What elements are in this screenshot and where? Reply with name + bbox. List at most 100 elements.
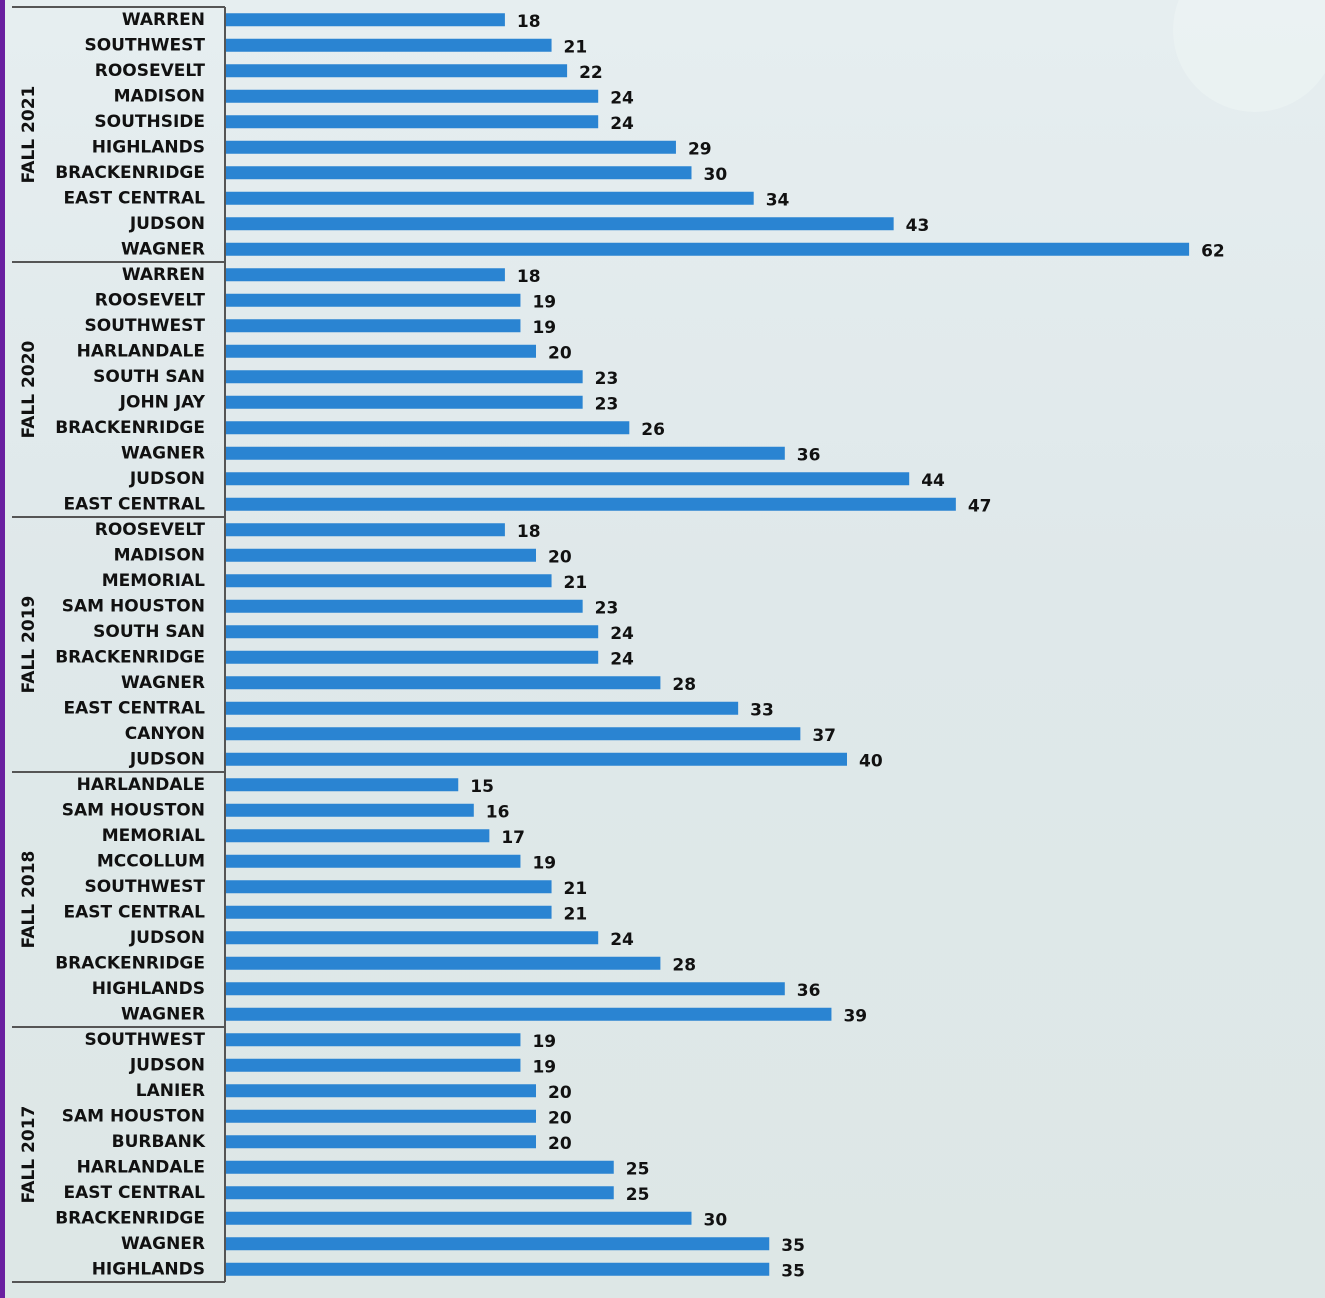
group-label: FALL 2020 <box>19 340 39 438</box>
category-label: MADISON <box>114 545 205 565</box>
bar <box>225 778 458 791</box>
value-label: 28 <box>672 675 696 695</box>
bar <box>225 396 583 409</box>
bar <box>225 829 489 842</box>
page: {"chart_data": {"type": "bar", "color": … <box>0 0 1325 1298</box>
value-label: 29 <box>688 139 712 159</box>
bar <box>225 880 552 893</box>
bar <box>225 1135 536 1148</box>
category-label: HIGHLANDS <box>92 979 205 999</box>
value-label: 37 <box>812 726 836 746</box>
bar <box>225 549 536 562</box>
value-label: 23 <box>595 394 619 414</box>
bar <box>225 651 598 664</box>
bar <box>225 166 692 179</box>
background-circle <box>1173 0 1325 112</box>
value-label: 34 <box>766 190 790 210</box>
bar <box>225 600 583 613</box>
bar <box>225 676 660 689</box>
category-label: SOUTHSIDE <box>94 112 205 132</box>
category-label: MEMORIAL <box>102 571 205 591</box>
category-label: BRACKENRIDGE <box>55 418 205 438</box>
category-label: SOUTHWEST <box>84 1030 205 1050</box>
value-label: 36 <box>797 981 821 1001</box>
value-label: 28 <box>672 955 696 975</box>
value-label: 18 <box>517 267 541 287</box>
category-label: HARLANDALE <box>77 1157 205 1177</box>
category-label: BRACKENRIDGE <box>55 163 205 183</box>
category-label: JUDSON <box>129 1055 205 1075</box>
value-label: 17 <box>501 828 525 848</box>
bar <box>225 982 785 995</box>
bar <box>225 345 536 358</box>
category-label: BURBANK <box>112 1132 206 1152</box>
category-label: JUDSON <box>129 214 205 234</box>
category-label: SAM HOUSTON <box>62 596 205 616</box>
category-label: CANYON <box>125 724 205 744</box>
value-label: 15 <box>470 777 494 797</box>
value-label: 20 <box>548 1083 572 1103</box>
value-label: 39 <box>843 1006 867 1026</box>
group-label: FALL 2019 <box>19 596 39 694</box>
value-label: 21 <box>564 904 588 924</box>
category-label: LANIER <box>136 1081 205 1101</box>
value-label: 35 <box>781 1261 805 1281</box>
category-label: ROOSEVELT <box>95 61 206 81</box>
bar <box>225 523 505 536</box>
group-label: FALL 2018 <box>19 851 39 949</box>
value-label: 24 <box>610 624 634 644</box>
category-label: HARLANDALE <box>77 341 205 361</box>
value-label: 44 <box>921 471 945 491</box>
value-label: 20 <box>548 547 572 567</box>
category-label: BRACKENRIDGE <box>55 1208 205 1228</box>
category-label: HIGHLANDS <box>92 137 205 157</box>
value-label: 19 <box>532 853 556 873</box>
value-label: 22 <box>579 63 603 83</box>
category-label: SOUTHWEST <box>84 316 205 336</box>
bar <box>225 115 598 128</box>
value-label: 21 <box>564 573 588 593</box>
bar <box>225 1263 769 1276</box>
category-label: HIGHLANDS <box>92 1259 205 1279</box>
value-label: 40 <box>859 751 883 771</box>
bar <box>225 64 567 77</box>
bar <box>225 1084 536 1097</box>
group-label: FALL 2017 <box>19 1106 39 1204</box>
category-label: WAGNER <box>121 443 205 463</box>
value-label: 18 <box>517 522 541 542</box>
category-label: WAGNER <box>121 1004 205 1024</box>
bar <box>225 727 800 740</box>
value-label: 24 <box>610 114 634 134</box>
value-label: 23 <box>595 598 619 618</box>
category-label: SAM HOUSTON <box>62 1106 205 1126</box>
category-label: WARREN <box>122 10 205 30</box>
category-label: SOUTHWEST <box>84 877 205 897</box>
category-label: SOUTH SAN <box>93 367 205 387</box>
value-label: 25 <box>626 1185 650 1205</box>
bar <box>225 447 785 460</box>
category-label: ROOSEVELT <box>95 290 206 310</box>
value-label: 30 <box>704 165 728 185</box>
value-label: 19 <box>532 318 556 338</box>
value-label: 20 <box>548 1134 572 1154</box>
category-label: MCCOLLUM <box>97 851 205 871</box>
value-label: 43 <box>906 216 930 236</box>
category-label: JUDSON <box>129 469 205 489</box>
bar <box>225 13 505 26</box>
bar <box>225 1186 614 1199</box>
category-label: MADISON <box>114 86 205 106</box>
bar <box>225 1008 831 1021</box>
category-label: HARLANDALE <box>77 775 205 795</box>
bar <box>225 906 552 919</box>
value-label: 23 <box>595 369 619 389</box>
chart: FALL 2021WARREN18SOUTHWEST21ROOSEVELT22M… <box>0 0 1325 1298</box>
value-label: 19 <box>532 1057 556 1077</box>
value-label: 24 <box>610 88 634 108</box>
category-label: JOHN JAY <box>119 392 206 412</box>
bar <box>225 855 520 868</box>
value-label: 19 <box>532 292 556 312</box>
bar <box>225 804 474 817</box>
bar <box>225 141 676 154</box>
category-label: EAST CENTRAL <box>63 698 205 718</box>
category-label: EAST CENTRAL <box>63 1183 205 1203</box>
